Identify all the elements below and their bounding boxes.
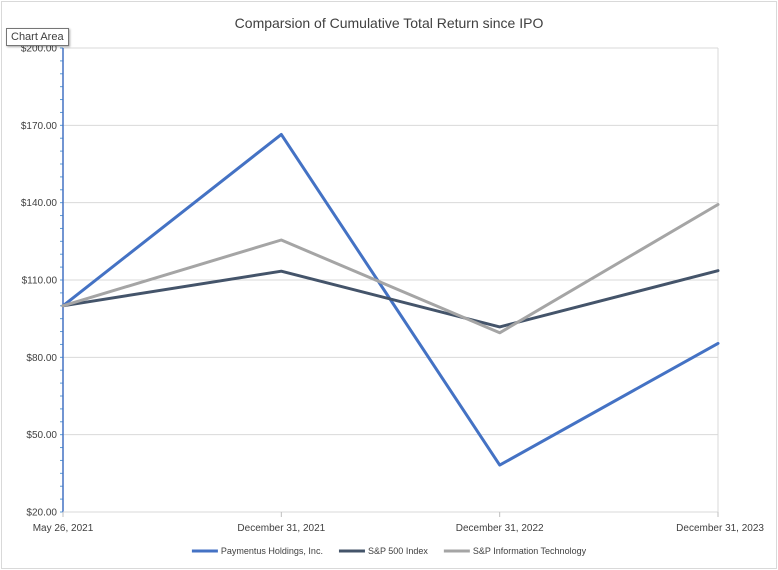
- x-tick-label: May 26, 2021: [33, 523, 94, 534]
- series-lines: [61, 132, 720, 467]
- chart-title: Comparsion of Cumulative Total Return si…: [235, 15, 544, 31]
- series-line-1[interactable]: [61, 269, 720, 329]
- series-line-2[interactable]: [61, 203, 720, 335]
- y-tick-label: $50.00: [26, 430, 57, 441]
- y-tick-label: $110.00: [22, 276, 58, 287]
- x-tick-label: December 31, 2022: [456, 523, 544, 534]
- y-tick-label: $170.00: [21, 121, 58, 132]
- chart-area-tooltip: Chart Area: [6, 28, 69, 46]
- legend-label-2: S&P Information Technology: [473, 546, 587, 556]
- y-tick-label: $140.00: [21, 198, 58, 209]
- axes: $20.00 $50.00 $80.00 $110.00 $140.00 $170.00 $…: [21, 44, 765, 535]
- x-tick-label: December 31, 2023: [676, 523, 764, 534]
- x-tick-label: December 31, 2021: [237, 523, 325, 534]
- legend: Paymentus Holdings, Inc. S&P 500 Index S&P…: [191, 546, 587, 556]
- y-tick-label: $80.00: [26, 353, 57, 364]
- y-tick-label: $20.00: [26, 508, 57, 519]
- legend-label-1: S&P 500 Index: [368, 546, 428, 556]
- gridlines: [63, 47, 719, 513]
- legend-label-0: Paymentus Holdings, Inc.: [221, 546, 323, 556]
- y-tick-label: $200.00: [21, 44, 58, 55]
